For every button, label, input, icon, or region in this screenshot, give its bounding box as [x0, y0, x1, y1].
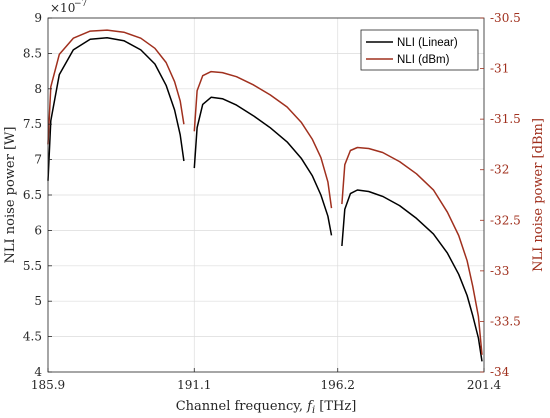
series-dbm-line — [193, 70, 333, 209]
series-dbm-line — [47, 29, 185, 145]
y-axis-label-left: NLI noise power [W] — [3, 127, 18, 264]
left-tick-label: 7.5 — [23, 117, 42, 131]
right-tick-label: -31.5 — [490, 112, 521, 126]
x-axis-label: Channel frequency, fi [THz] — [176, 399, 357, 416]
left-tick-label: 4 — [34, 365, 42, 379]
x-tick-label: 185.9 — [31, 378, 65, 392]
right-tick-label: -32.5 — [490, 213, 521, 227]
series-linear-line — [341, 189, 483, 362]
series-dbm-line — [341, 146, 483, 355]
x-tick-label: 196.2 — [321, 378, 355, 392]
legend: NLI (Linear) NLI (dBm) — [360, 29, 479, 71]
left-exponent-base: ×10 — [50, 1, 75, 15]
legend-label-linear: NLI (Linear) — [397, 37, 458, 49]
left-tick-label: 9 — [34, 11, 42, 25]
left-tick-label: 6.5 — [23, 188, 42, 202]
x-axis-label-main: Channel frequency, — [176, 399, 307, 414]
series-linear-line — [193, 96, 333, 236]
right-tick-label: -33.5 — [490, 314, 521, 328]
right-tick-label: -32 — [490, 163, 509, 177]
right-tick-label: -34 — [490, 365, 510, 379]
series-linear-line — [47, 37, 185, 181]
right-tick-label: -31 — [490, 62, 509, 76]
left-tick-label: 5.5 — [23, 259, 42, 273]
x-axis-label-unit: [THz] — [315, 399, 356, 414]
left-tick-label: 8.5 — [23, 46, 42, 60]
right-tick-label: -30.5 — [490, 11, 521, 25]
x-axis-label-sub: i — [312, 405, 315, 416]
left-exponent: ×10 −7 — [50, 0, 88, 15]
x-tick-label: 191.1 — [177, 378, 211, 392]
y-axis-label-right: NLI noise power [dBm] — [531, 118, 546, 272]
left-tick-label: 8 — [34, 82, 42, 96]
left-tick-label: 4.5 — [23, 330, 42, 344]
right-tick-label: -33 — [490, 264, 509, 278]
x-tick-label: 201.4 — [467, 378, 502, 392]
legend-label-dbm: NLI (dBm) — [397, 54, 450, 66]
left-tick-label: 6 — [34, 223, 42, 237]
left-exponent-power: −7 — [74, 0, 88, 9]
left-tick-label: 7 — [34, 153, 42, 167]
tick-layer: 185.9 191.1 196.2 201.4 4 4.5 5 5.5 6 6.5 7 7.5 8 8.5… — [23, 11, 521, 392]
legend-box — [360, 29, 479, 71]
x-axis-label-var: f — [306, 399, 314, 414]
left-tick-label: 5 — [34, 294, 42, 308]
series-layer — [47, 29, 483, 362]
